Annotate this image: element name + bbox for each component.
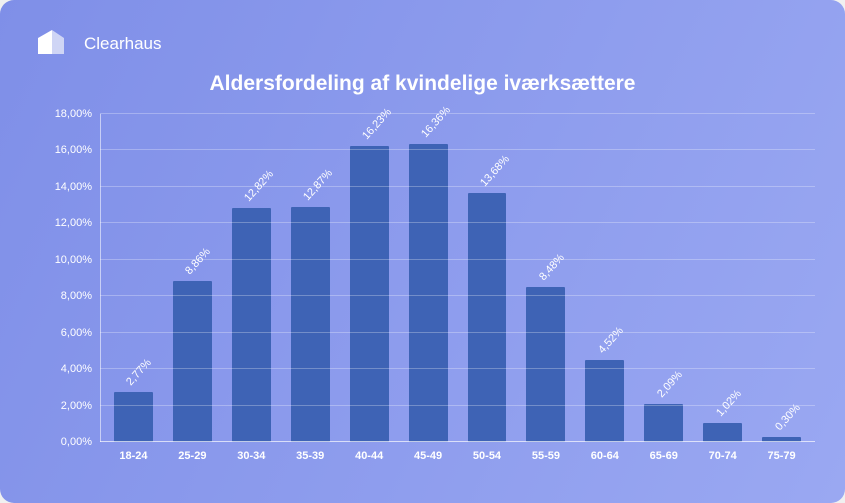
x-tick-label: 75-79 (768, 442, 796, 462)
y-tick-label: 4,00% (61, 363, 100, 375)
bar (232, 208, 271, 442)
bar-column: 16,23%40-44 (340, 114, 399, 442)
bar-value-label: 2,77% (125, 356, 155, 387)
bar (526, 287, 565, 442)
chart-area: 2,77%18-248,86%25-2912,82%30-3412,87%35-… (30, 114, 815, 474)
bar-column: 13,68%50-54 (458, 114, 517, 442)
y-tick-label: 14,00% (55, 181, 100, 193)
chart-card: Clearhaus Aldersfordeling af kvindelige … (0, 0, 845, 503)
grid-line (100, 405, 815, 406)
bar-value-label: 13,68% (478, 153, 512, 189)
y-axis-line (100, 114, 101, 442)
x-tick-label: 70-74 (709, 442, 737, 462)
x-tick-label: 35-39 (296, 442, 324, 462)
y-tick-label: 10,00% (55, 254, 100, 266)
grid-line (100, 332, 815, 333)
bar-column: 4,52%60-64 (575, 114, 634, 442)
bar-value-label: 2,09% (655, 369, 685, 400)
y-tick-label: 8,00% (61, 290, 100, 302)
bar (409, 144, 448, 442)
grid-line (100, 113, 815, 114)
x-tick-label: 30-34 (237, 442, 265, 462)
bar-value-label: 16,36% (419, 104, 453, 140)
bar (644, 404, 683, 442)
bar-column: 2,77%18-24 (104, 114, 163, 442)
brand-block: Clearhaus (30, 24, 815, 64)
bar-column: 12,82%30-34 (222, 114, 281, 442)
chart-title: Aldersfordeling af kvindelige iværksætte… (30, 72, 815, 96)
grid-line (100, 368, 815, 369)
bar-value-label: 4,52% (596, 324, 626, 355)
bar-column: 16,36%45-49 (399, 114, 458, 442)
clearhaus-logo-icon (30, 24, 70, 64)
y-tick-label: 16,00% (55, 144, 100, 156)
bar-value-label: 16,23% (360, 107, 394, 143)
brand-name: Clearhaus (84, 34, 162, 54)
bar-value-label: 0,30% (773, 401, 803, 432)
grid-line (100, 149, 815, 150)
x-tick-label: 40-44 (355, 442, 383, 462)
bar (291, 207, 330, 442)
bar (585, 360, 624, 442)
y-tick-label: 18,00% (55, 108, 100, 120)
bar (350, 146, 389, 442)
bar-column: 0,30%75-79 (752, 114, 811, 442)
x-tick-label: 60-64 (591, 442, 619, 462)
bar (173, 281, 212, 442)
bar-column: 8,48%55-59 (516, 114, 575, 442)
y-tick-label: 6,00% (61, 327, 100, 339)
plot-area: 2,77%18-248,86%25-2912,82%30-3412,87%35-… (100, 114, 815, 442)
grid-line (100, 259, 815, 260)
bar-value-label: 8,48% (537, 252, 567, 283)
x-tick-label: 50-54 (473, 442, 501, 462)
x-tick-label: 25-29 (178, 442, 206, 462)
y-tick-label: 12,00% (55, 217, 100, 229)
bar-column: 12,87%35-39 (281, 114, 340, 442)
x-axis-line (100, 441, 815, 442)
y-tick-label: 0,00% (61, 436, 100, 448)
x-tick-label: 55-59 (532, 442, 560, 462)
grid-line (100, 186, 815, 187)
bar-column: 2,09%65-69 (634, 114, 693, 442)
bar (703, 423, 742, 442)
bar-column: 8,86%25-29 (163, 114, 222, 442)
x-tick-label: 45-49 (414, 442, 442, 462)
y-tick-label: 2,00% (61, 400, 100, 412)
x-tick-label: 65-69 (650, 442, 678, 462)
grid-line (100, 295, 815, 296)
grid-line (100, 222, 815, 223)
bar (114, 392, 153, 442)
bars-container: 2,77%18-248,86%25-2912,82%30-3412,87%35-… (100, 114, 815, 442)
bar-value-label: 8,86% (183, 245, 213, 276)
bar-column: 1,02%70-74 (693, 114, 752, 442)
x-tick-label: 18-24 (119, 442, 147, 462)
